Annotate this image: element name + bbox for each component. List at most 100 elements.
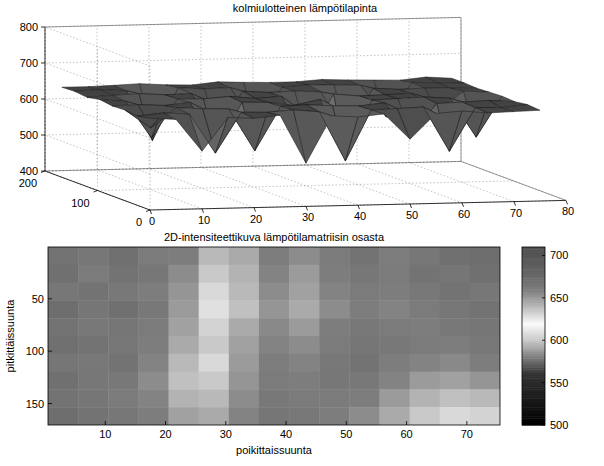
heatmap-cell xyxy=(199,283,230,301)
grid-line xyxy=(98,181,514,191)
grid-line xyxy=(45,171,150,210)
axis-title: poikittaissuunta xyxy=(236,444,313,456)
heatmap-cell xyxy=(349,265,380,283)
tick-label: 650 xyxy=(550,292,568,304)
tick-label: 700 xyxy=(550,249,568,261)
heatmap-cell xyxy=(229,265,260,283)
heatmap-cell xyxy=(410,318,441,336)
heatmap-cell xyxy=(410,389,441,407)
heatmap-cell xyxy=(440,354,471,372)
heatmap-cell xyxy=(259,265,290,283)
surface-patch xyxy=(125,110,164,128)
heatmap-cell xyxy=(379,265,410,283)
axis-line xyxy=(150,200,566,210)
tick-label: 30 xyxy=(220,428,232,440)
heatmap-cell xyxy=(440,407,471,425)
tick-label: 60 xyxy=(400,428,412,440)
surface-patch xyxy=(426,77,465,83)
tick-label: 0 xyxy=(149,215,155,227)
chart-title: 2D-intensiteettikuva lämpötilamatriisin … xyxy=(164,231,385,243)
heatmap-cell xyxy=(78,300,109,318)
tick xyxy=(41,27,45,28)
heatmap-cell xyxy=(259,318,290,336)
heatmap-cell xyxy=(289,336,320,354)
surface-patch xyxy=(345,110,384,161)
surface-patch xyxy=(501,105,540,112)
grid-line xyxy=(45,171,150,210)
heatmap-cell xyxy=(169,336,200,354)
heatmap-cell xyxy=(48,318,79,336)
heatmap-cell xyxy=(410,372,441,390)
tick-label: 800 xyxy=(20,21,38,33)
grid-line xyxy=(45,99,150,138)
heatmap-cell xyxy=(108,389,139,407)
tick-label: 0 xyxy=(136,216,142,228)
heatmap-cell xyxy=(169,318,200,336)
tick xyxy=(41,99,45,100)
heatmap-cell xyxy=(289,265,320,283)
tick xyxy=(346,421,347,425)
heatmap-cell xyxy=(319,300,350,318)
heatmap-cell xyxy=(138,372,169,390)
tick xyxy=(466,421,467,425)
heatmap-cell xyxy=(229,336,260,354)
heatmap-cell xyxy=(319,265,350,283)
heatmap-cell xyxy=(379,283,410,301)
heatmap-cell xyxy=(470,407,500,425)
heatmap-cell xyxy=(349,354,380,372)
tick xyxy=(542,382,545,383)
heatmap-cell xyxy=(470,283,500,301)
heatmap-cell xyxy=(440,372,471,390)
grid-line xyxy=(45,17,461,27)
heatmap-cell xyxy=(379,354,410,372)
figure: 010203040506070800100200400500600700800k… xyxy=(0,0,604,466)
heatmap-cell xyxy=(349,336,380,354)
tick xyxy=(542,425,545,426)
heatmap-cell xyxy=(259,336,290,354)
heatmap-cell xyxy=(410,265,441,283)
tick-label: 50 xyxy=(406,209,418,221)
heatmap-cell xyxy=(229,300,260,318)
tick xyxy=(41,63,45,64)
heatmap-cell xyxy=(259,389,290,407)
heatmap-cell xyxy=(229,372,260,390)
heatmap-cell xyxy=(199,300,230,318)
heatmap-cell xyxy=(440,336,471,354)
tick xyxy=(542,297,545,298)
heatmap-cell xyxy=(138,300,169,318)
box-edge xyxy=(45,161,461,171)
heatmap-cell xyxy=(48,389,79,407)
tick xyxy=(105,421,106,425)
tick-label: 600 xyxy=(20,93,38,105)
heatmap-cell xyxy=(440,389,471,407)
heatmap-cell xyxy=(138,407,169,425)
heatmap-cell xyxy=(169,389,200,407)
tick xyxy=(202,209,204,213)
heatmap-cell xyxy=(229,283,260,301)
heatmap-cell xyxy=(319,283,350,301)
tick-label: 20 xyxy=(250,213,262,225)
tick-label: 500 xyxy=(20,129,38,141)
heatmap-cell xyxy=(48,372,79,390)
tick-label: 500 xyxy=(550,419,568,431)
heatmap-cell xyxy=(108,372,139,390)
heatmap-cell xyxy=(199,247,230,265)
heatmap-cell xyxy=(78,247,109,265)
grid-line xyxy=(461,161,566,200)
surface-chart: 010203040506070800100200400500600700800k… xyxy=(19,2,574,228)
heatmap-cell xyxy=(289,300,320,318)
tick xyxy=(406,421,407,425)
heatmap-cell xyxy=(440,283,471,301)
tick xyxy=(225,421,226,425)
colorbar-frame xyxy=(522,247,545,425)
tick xyxy=(306,206,308,210)
heatmap-cell xyxy=(138,336,169,354)
heatmap-cell xyxy=(349,247,380,265)
heatmap-cell xyxy=(289,354,320,372)
heatmap-cell xyxy=(440,265,471,283)
heatmap-cell xyxy=(48,283,79,301)
tick xyxy=(48,351,52,352)
heatmap-cell xyxy=(229,247,260,265)
heatmap-cell xyxy=(138,247,169,265)
tick-label: 400 xyxy=(20,165,38,177)
